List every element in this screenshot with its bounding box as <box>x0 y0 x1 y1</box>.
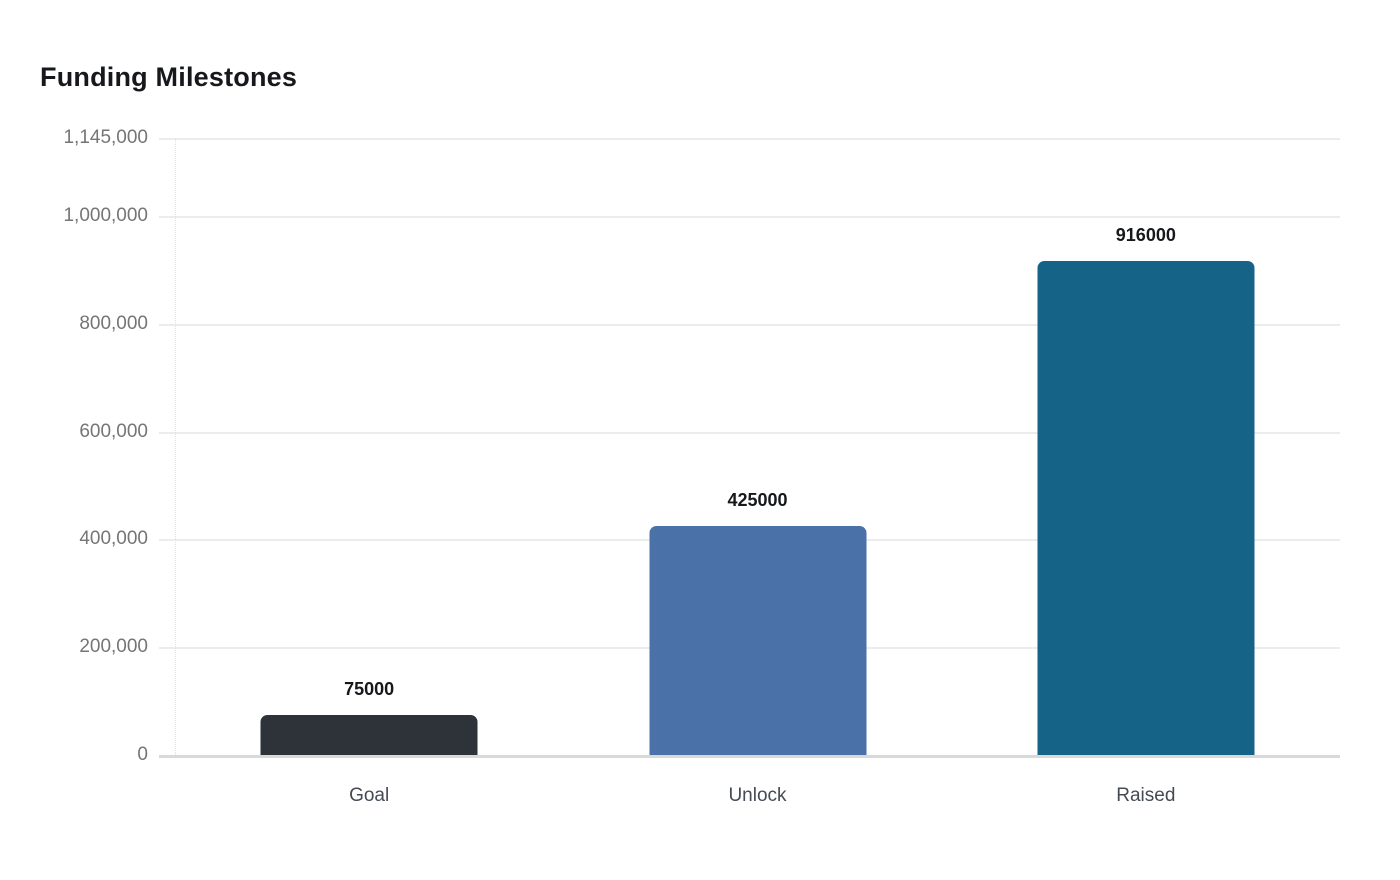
y-axis-tick-label: 600,000 <box>79 420 148 442</box>
gridline <box>159 755 1340 758</box>
bar-value-label: 916000 <box>1115 225 1176 246</box>
y-axis-tick-label: 800,000 <box>79 312 148 334</box>
y-axis-tick-label: 400,000 <box>79 528 148 550</box>
gridline <box>159 323 1340 326</box>
x-axis-category-label: Goal <box>349 785 390 806</box>
bar-value-label: 75000 <box>344 678 395 699</box>
y-axis-tick-label: 0 <box>137 744 148 765</box>
y-axis-tick-label: 200,000 <box>79 636 148 658</box>
y-axis-line <box>175 138 176 755</box>
plot-area: 0 200,000 400,000 600,000 800,000 1,000,000 1,… <box>63 127 1340 806</box>
bar-raised <box>1037 261 1255 755</box>
bar-goal <box>260 714 478 755</box>
gridline <box>159 431 1340 434</box>
gridline <box>159 216 1340 219</box>
x-axis-category-label: Unlock <box>728 785 787 806</box>
y-axis-tick-label: 1,145,000 <box>63 127 148 148</box>
x-axis-category-label: Raised <box>1116 785 1176 806</box>
bar-unlock <box>649 525 866 755</box>
gridline <box>159 138 1340 140</box>
bar-value-label: 425000 <box>727 489 788 510</box>
chart-title: Funding Milestones <box>40 62 298 92</box>
y-axis-tick-label: 1,000,000 <box>63 205 148 227</box>
